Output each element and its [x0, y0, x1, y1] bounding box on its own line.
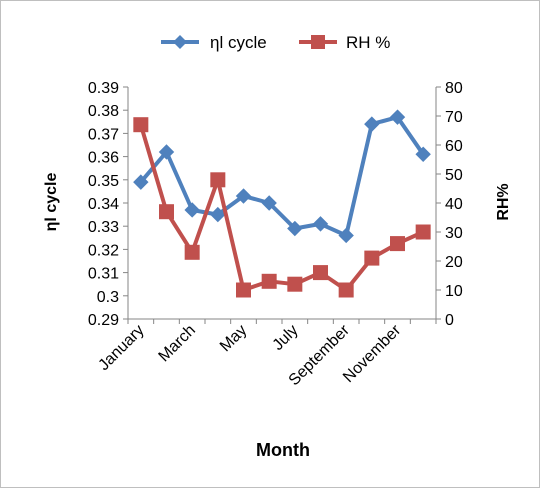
series-layer: [133, 109, 431, 298]
legend-label-rh: RH %: [346, 33, 390, 52]
y-axis-left-title: ηl cycle: [43, 173, 60, 232]
data-point-eta-cycle: [210, 206, 226, 223]
x-tick-label: January: [95, 322, 147, 374]
series-line-rh: [138, 124, 425, 292]
data-point-rh: [210, 172, 226, 188]
y-left-tick-label: 0.38: [88, 103, 119, 120]
y-left-tick-label: 0.35: [88, 173, 119, 190]
data-point-rh: [159, 204, 174, 220]
y-right-tick-label: 10: [445, 283, 463, 300]
data-point-eta-cycle: [364, 116, 380, 132]
y-left-tick-label: 0.36: [88, 150, 119, 167]
y-right-tick-label: 30: [445, 225, 463, 242]
data-point-eta-cycle: [158, 144, 175, 160]
y-right-tick-label: 40: [445, 196, 463, 213]
data-point-eta-cycle: [261, 195, 277, 211]
y-left-tick-label: 0.37: [88, 126, 119, 143]
y-right-tick-label: 20: [445, 254, 463, 271]
x-tick-label: March: [156, 322, 199, 365]
y-left-tick-label: 0.32: [88, 242, 119, 259]
data-point-rh: [261, 273, 277, 289]
legend-marker-rh: [311, 35, 325, 49]
x-tick-label: May: [217, 322, 250, 355]
y-left-tick-label: 0.29: [88, 312, 119, 329]
data-point-eta-cycle: [133, 174, 149, 190]
y-left-tick-label: 0.33: [88, 219, 119, 236]
data-point-rh: [313, 265, 328, 281]
y-right-tick-label: 60: [445, 138, 463, 155]
y-right-tick-label: 0: [445, 312, 454, 329]
data-point-eta-cycle: [235, 188, 252, 204]
data-point-eta-cycle: [415, 146, 431, 162]
data-point-rh: [133, 117, 149, 133]
y-left-tick-label: 0.34: [88, 196, 119, 213]
y-right-tick-label: 50: [445, 167, 463, 184]
data-point-rh: [415, 224, 431, 240]
legend: ηl cycle RH %: [161, 33, 390, 52]
data-point-eta-cycle: [287, 220, 303, 237]
y-left-tick-label: 0.3: [97, 289, 119, 306]
data-point-rh: [287, 276, 303, 292]
data-point-rh: [236, 282, 251, 298]
data-point-eta-cycle: [312, 216, 329, 232]
y-axis-right-title: RH%: [495, 183, 512, 220]
series-line-eta-cycle: [139, 115, 425, 238]
y-left-tick-label: 0.31: [88, 266, 119, 283]
data-point-eta-cycle: [389, 109, 406, 125]
y-left-tick-label: 0.39: [88, 80, 119, 97]
x-tick-label: July: [270, 322, 302, 354]
legend-label-eta-cycle: ηl cycle: [210, 33, 267, 52]
data-point-rh: [338, 282, 354, 298]
data-point-rh: [184, 244, 200, 260]
data-point-eta-cycle: [338, 227, 354, 244]
x-axis-title: Month: [256, 440, 310, 460]
legend-marker-eta-cycle: [173, 35, 187, 49]
y-right-tick-label: 80: [445, 80, 463, 97]
y-right-tick-label: 70: [445, 109, 463, 126]
data-point-eta-cycle: [184, 202, 200, 218]
data-point-rh: [364, 250, 380, 266]
data-point-rh: [390, 236, 405, 252]
